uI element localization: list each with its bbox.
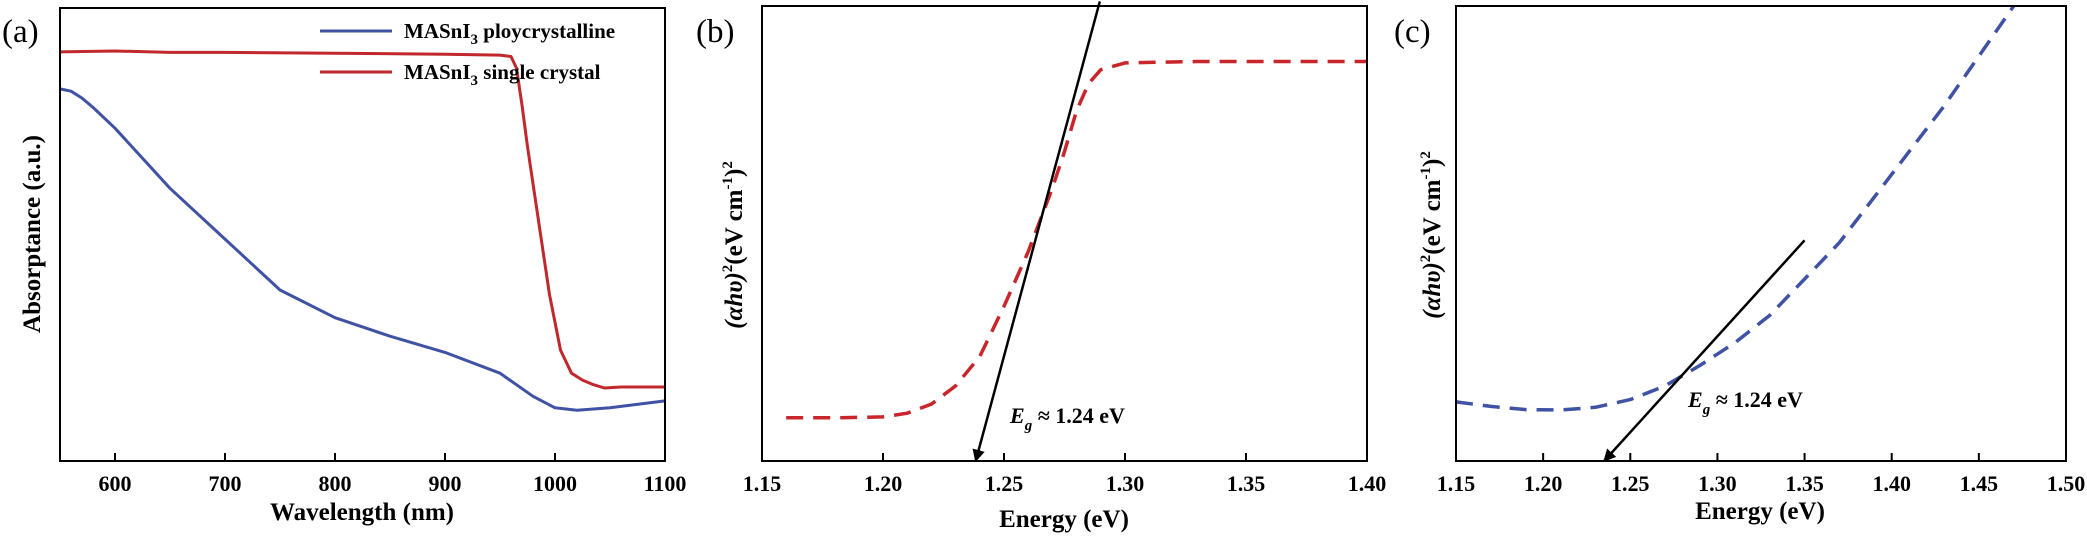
series-line-1 bbox=[59, 49, 665, 390]
x-tick-label: 1.15 bbox=[1437, 471, 1476, 496]
panel-a-plot-frame bbox=[59, 7, 666, 462]
x-tick-label: 1000 bbox=[533, 471, 577, 496]
panel-b-bandgap-annotation: Eg ≈ 1.24 eV bbox=[1009, 403, 1125, 434]
x-tick-label: 1.15 bbox=[743, 471, 782, 496]
panel-b-series bbox=[786, 1, 1367, 463]
x-tick-label: 1.35 bbox=[1785, 471, 1824, 496]
panel-a-legend: MASnI3 ploycrystalline MASnI3 single cry… bbox=[320, 19, 615, 89]
panel-c-x-ticks: 1.15 1.20 1.25 1.30 1.35 1.40 1.45 1.50 bbox=[1437, 453, 2086, 496]
panel-a-label: (a) bbox=[2, 14, 39, 50]
panel-b: (b) 1.15 1.20 1.25 1.30 1.35 1.40 Energy (eV)… bbox=[696, 1, 1386, 533]
legend-label-polycrystalline: MASnI3 ploycrystalline bbox=[404, 19, 615, 48]
panel-a-y-axis-title: Absorptance (a.u.) bbox=[19, 135, 46, 333]
x-tick-label: 1.20 bbox=[1524, 471, 1563, 496]
panel-b-x-ticks: 1.15 1.20 1.25 1.30 1.35 1.40 bbox=[743, 453, 1387, 496]
panel-c-series bbox=[1455, 5, 2016, 462]
x-tick-label: 700 bbox=[209, 471, 242, 496]
x-tick-label: 900 bbox=[429, 471, 462, 496]
panel-c: (c) 1.15 1.20 1.25 1.30 1.35 1.40 1.45 1.50 Ene… bbox=[1394, 5, 2086, 525]
x-tick-label: 600 bbox=[99, 471, 132, 496]
panel-b-plot-frame bbox=[761, 5, 1368, 462]
x-tick-label: 1100 bbox=[644, 471, 687, 496]
x-tick-label: 1.25 bbox=[985, 471, 1024, 496]
panel-c-plot-frame bbox=[1455, 5, 2067, 462]
panel-c-label: (c) bbox=[1394, 14, 1431, 50]
panel-a-series bbox=[59, 49, 666, 412]
x-tick-label: 1.35 bbox=[1227, 471, 1266, 496]
x-tick-label: 1.30 bbox=[1698, 471, 1737, 496]
panel-c-x-axis-title: Energy (eV) bbox=[1695, 498, 1825, 525]
x-tick-label: 1.40 bbox=[1872, 471, 1911, 496]
panel-a: (a) 600 700 800 900 1000 1100 Wavelength (nm)… bbox=[2, 7, 687, 526]
tangent-arrow bbox=[1603, 239, 1806, 462]
x-tick-label: 1.30 bbox=[1106, 471, 1145, 496]
series-line-0 bbox=[59, 87, 666, 412]
series-line-0 bbox=[1455, 5, 2016, 412]
panel-b-label: (b) bbox=[696, 14, 734, 50]
x-tick-label: 1.40 bbox=[1348, 471, 1387, 496]
x-tick-label: 800 bbox=[319, 471, 352, 496]
x-tick-label: 1.25 bbox=[1611, 471, 1650, 496]
x-tick-label: 1.45 bbox=[1960, 471, 1999, 496]
panel-c-bandgap-annotation: Eg ≈ 1.24 eV bbox=[1687, 387, 1803, 418]
series-line-0 bbox=[786, 59, 1367, 420]
panel-a-x-ticks: 600 700 800 900 1000 1100 bbox=[99, 453, 687, 496]
panel-c-y-axis-title: (αhυ)2(eV cm-1)2 bbox=[1418, 151, 1446, 319]
panel-a-x-axis-title: Wavelength (nm) bbox=[270, 499, 454, 526]
x-tick-label: 1.50 bbox=[2047, 471, 2086, 496]
panel-b-x-axis-title: Energy (eV) bbox=[999, 506, 1129, 533]
legend-label-single-crystal: MASnI3 single crystal bbox=[404, 60, 601, 89]
tangent-arrow bbox=[972, 1, 1102, 463]
panel-b-y-axis-title: (αhυ)2(eV cm-1)2 bbox=[720, 161, 748, 329]
x-tick-label: 1.20 bbox=[864, 471, 903, 496]
